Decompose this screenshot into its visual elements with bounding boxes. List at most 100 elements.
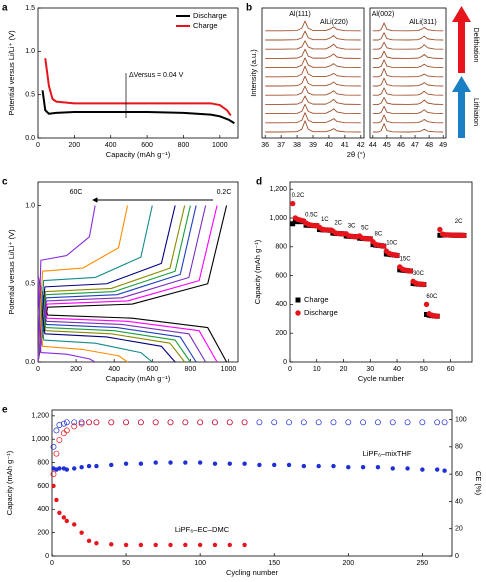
pattern-curve [265, 112, 361, 124]
y-tick-label: 0.5 [25, 281, 35, 288]
legend-swatch [295, 297, 301, 303]
point [442, 468, 447, 473]
x-tick-label: 20 [340, 366, 348, 373]
point [197, 542, 203, 548]
y-tick-label: 0.5 [25, 92, 35, 99]
x-tick-label: 800 [185, 366, 197, 373]
x-tick-label: 45 [383, 142, 391, 149]
legend-swatch [295, 310, 301, 316]
point [289, 200, 296, 207]
annotation: ΔVersus = 0.04 V [129, 72, 184, 79]
point [86, 538, 92, 544]
annotation: 0.2C [217, 189, 232, 196]
point [123, 461, 129, 466]
point [241, 419, 248, 426]
point [389, 419, 396, 426]
point [64, 467, 70, 472]
x-tick-label: 1000 [221, 366, 237, 373]
rate-label: 8C [374, 231, 382, 237]
peak-label: AlLi(220) [320, 19, 348, 26]
y-tick-label: 800 [37, 459, 49, 466]
y-tick-label: 1.5 [25, 5, 35, 12]
point [51, 483, 56, 489]
pattern-curve [265, 48, 361, 59]
point [57, 510, 62, 515]
y-axis-label: Potential versus Li/Li⁺ (V) [7, 229, 16, 315]
point [64, 518, 70, 524]
point [380, 243, 387, 249]
point [168, 542, 173, 548]
point [212, 461, 218, 466]
x-tick-label: 46 [397, 142, 405, 149]
pattern-curve [372, 32, 444, 41]
point [437, 226, 443, 233]
x-tick-label: 400 [108, 366, 120, 373]
point [394, 252, 400, 259]
point [108, 419, 115, 426]
y2-tick-label: 0 [455, 553, 459, 560]
panel-letter: c [2, 177, 8, 188]
y-tick-label: 1,200 [269, 186, 287, 193]
point [93, 419, 100, 426]
series-line [37, 205, 153, 363]
x-tick-label: 38 [293, 142, 301, 149]
point [301, 463, 307, 469]
lithiation-label: Lithiation [472, 98, 479, 126]
x-tick-label: 40 [393, 366, 401, 373]
point [420, 467, 425, 472]
y-tick-label: 200 [37, 529, 49, 536]
rate-label: 1C [321, 217, 329, 223]
x-tick-label: 600 [146, 366, 158, 373]
rate-label: 0.2C [292, 193, 305, 199]
pattern-curve [265, 57, 361, 69]
x-tick-label: 800 [178, 142, 190, 149]
delithiation-label: Delithiation [472, 28, 479, 63]
pattern-curve [265, 20, 361, 32]
pattern-curve [265, 30, 361, 41]
point [109, 462, 114, 468]
x-axis-label: Cycle number [358, 374, 405, 383]
point [50, 443, 57, 450]
point [138, 461, 144, 466]
pattern-curve [265, 95, 361, 105]
series-line [37, 205, 176, 363]
point [226, 419, 233, 426]
y-tick-label: 600 [275, 272, 287, 279]
point [137, 419, 144, 426]
point [54, 497, 59, 503]
y-tick-label: 1,000 [269, 215, 287, 222]
x-tick-label: 50 [420, 366, 428, 373]
point [86, 419, 92, 426]
legend-label: Charge [193, 21, 218, 30]
rate-label: 60C [426, 294, 438, 300]
x-tick-label: 0 [288, 366, 292, 373]
x-tick-label: 60 [447, 366, 455, 373]
point [182, 419, 189, 426]
x-tick-label: 0 [50, 560, 54, 567]
point [53, 450, 60, 457]
series-line [37, 205, 129, 363]
point [123, 419, 130, 426]
point [197, 419, 204, 426]
x-tick-label: 600 [141, 142, 153, 149]
rate-label: 5C [361, 226, 369, 232]
panel-letter: e [2, 405, 8, 416]
point [424, 311, 429, 317]
point [360, 465, 366, 470]
y-tick-label: 600 [37, 483, 49, 490]
panel-letter: a [2, 3, 8, 14]
x-tick-label: 0 [36, 366, 40, 373]
point [56, 437, 63, 443]
x-tick-label: 39 [309, 142, 317, 149]
point [461, 232, 467, 239]
point [345, 419, 352, 426]
pattern-curve [265, 65, 361, 78]
point [72, 466, 77, 471]
plot-frame [369, 7, 447, 139]
point [271, 419, 278, 426]
point [257, 462, 262, 468]
y-tick-label: 1.0 [25, 202, 35, 209]
panel-letter: d [256, 177, 262, 188]
point [292, 219, 298, 225]
point [153, 460, 158, 465]
